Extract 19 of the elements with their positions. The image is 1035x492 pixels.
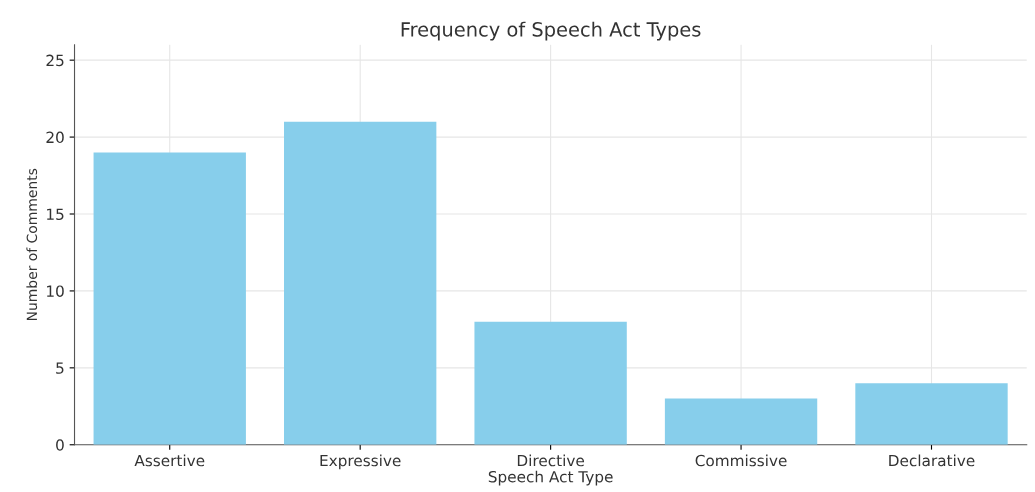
y-tick-label: 20 (46, 131, 64, 144)
x-axis-title: Speech Act Type (488, 470, 613, 486)
y-tick-label: 10 (47, 285, 64, 297)
bar (474, 321, 627, 445)
bar (93, 152, 246, 445)
x-tick-label: Directive (517, 454, 585, 467)
y-axis-title: Number of Comments (26, 168, 38, 321)
x-tick-label: Declarative (889, 454, 975, 467)
x-tick-label: Expressive (320, 454, 401, 470)
bar (284, 121, 437, 445)
x-tick-label: Commissive (695, 454, 787, 467)
bar (664, 398, 818, 445)
x-tick-label: Assertive (134, 454, 205, 467)
bar (855, 383, 1008, 445)
chart-title: Frequency of Speech Act Types (401, 21, 701, 41)
y-tick-label: 15 (47, 208, 64, 221)
y-tick-label: 0 (56, 439, 64, 451)
y-tick-label: 5 (56, 362, 64, 374)
y-tick-label: 25 (46, 54, 64, 67)
